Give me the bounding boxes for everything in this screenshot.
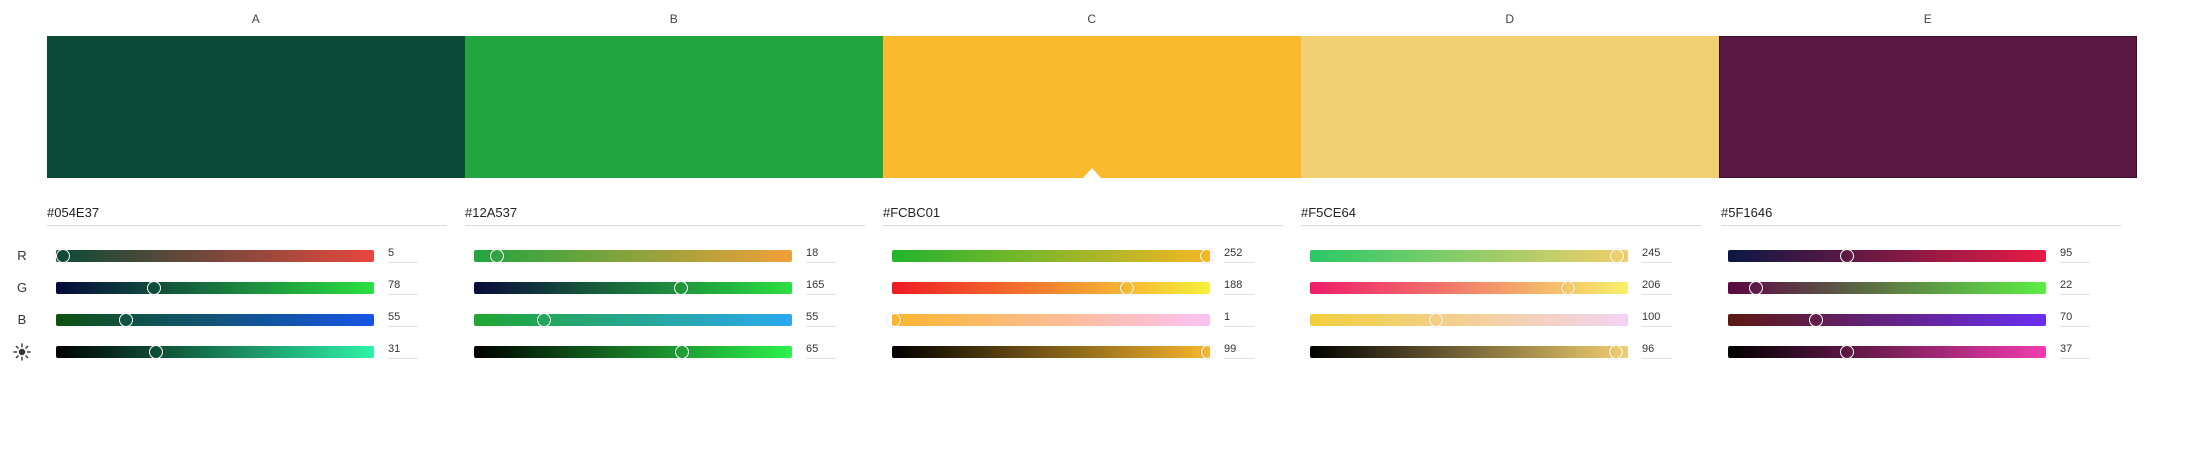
slider-g-b[interactable]: [474, 281, 792, 295]
slider-thumb[interactable]: [1200, 345, 1215, 359]
column-label-a: A: [251, 12, 261, 26]
slider-brightness-d[interactable]: [1310, 345, 1628, 359]
hex-input-a[interactable]: [47, 204, 447, 226]
slider-g-d[interactable]: [1310, 281, 1628, 295]
slider-b-a[interactable]: [56, 313, 374, 327]
slider-thumb[interactable]: [490, 249, 505, 263]
color-swatch-e[interactable]: [1719, 36, 2137, 178]
hex-input-d[interactable]: [1301, 204, 1701, 226]
slider-thumb[interactable]: [1428, 313, 1443, 327]
value-input-r-d[interactable]: [1642, 244, 1672, 263]
slider-thumb[interactable]: [148, 345, 163, 359]
value-input-brightness-d[interactable]: [1642, 340, 1672, 359]
color-swatch-a[interactable]: [47, 36, 465, 178]
value-input-b-a[interactable]: [388, 308, 418, 327]
value-input-b-d[interactable]: [1642, 308, 1672, 327]
slider-thumb[interactable]: [1120, 281, 1135, 295]
color-swatch-c[interactable]: [883, 36, 1301, 178]
channel-label-r: R: [17, 248, 27, 263]
slider-g-c[interactable]: [892, 281, 1210, 295]
slider-thumb[interactable]: [674, 345, 689, 359]
slider-brightness-b[interactable]: [474, 345, 792, 359]
slider-thumb[interactable]: [536, 313, 551, 327]
slider-thumb[interactable]: [56, 249, 71, 263]
value-input-g-d[interactable]: [1642, 276, 1672, 295]
value-input-r-b[interactable]: [806, 244, 836, 263]
slider-r-a[interactable]: [56, 249, 374, 263]
slider-b-b[interactable]: [474, 313, 792, 327]
slider-thumb[interactable]: [1560, 281, 1575, 295]
value-input-g-a[interactable]: [388, 276, 418, 295]
slider-r-b[interactable]: [474, 249, 792, 263]
slider-r-d[interactable]: [1310, 249, 1628, 263]
value-input-g-c[interactable]: [1224, 276, 1254, 295]
column-label-c: C: [1087, 12, 1097, 26]
swatch-row: [47, 36, 2137, 178]
slider-thumb[interactable]: [1609, 345, 1624, 359]
value-input-b-e[interactable]: [2060, 308, 2090, 327]
slider-thumb[interactable]: [147, 281, 162, 295]
slider-b-c[interactable]: [887, 313, 1210, 327]
column-label-e: E: [1923, 12, 1933, 26]
value-input-brightness-b[interactable]: [806, 340, 836, 359]
channel-label-b: B: [17, 312, 27, 327]
color-swatch-b[interactable]: [465, 36, 883, 178]
slider-thumb[interactable]: [1609, 249, 1624, 263]
slider-brightness-c[interactable]: [892, 345, 1215, 359]
value-input-g-e[interactable]: [2060, 276, 2090, 295]
slider-r-e[interactable]: [1728, 249, 2046, 263]
slider-thumb[interactable]: [887, 313, 902, 327]
slider-thumb[interactable]: [118, 313, 133, 327]
slider-thumb[interactable]: [1749, 281, 1764, 295]
slider-r-c[interactable]: [892, 249, 1215, 263]
slider-thumb[interactable]: [1809, 313, 1824, 327]
value-input-b-b[interactable]: [806, 308, 836, 327]
hex-input-b[interactable]: [465, 204, 865, 226]
hex-input-c[interactable]: [883, 204, 1283, 226]
slider-brightness-e[interactable]: [1728, 345, 2046, 359]
value-input-brightness-c[interactable]: [1224, 340, 1254, 359]
column-label-b: B: [669, 12, 679, 26]
color-swatch-d[interactable]: [1301, 36, 1719, 178]
slider-g-e[interactable]: [1728, 281, 2046, 295]
sun-icon: [13, 343, 31, 361]
column-label-d: D: [1505, 12, 1515, 26]
slider-g-a[interactable]: [56, 281, 374, 295]
slider-brightness-a[interactable]: [56, 345, 374, 359]
value-input-b-c[interactable]: [1224, 308, 1254, 327]
slider-b-d[interactable]: [1310, 313, 1628, 327]
slider-thumb[interactable]: [673, 281, 688, 295]
value-input-r-e[interactable]: [2060, 244, 2090, 263]
value-input-brightness-e[interactable]: [2060, 340, 2090, 359]
value-input-brightness-a[interactable]: [388, 340, 418, 359]
slider-thumb[interactable]: [1840, 249, 1855, 263]
slider-thumb[interactable]: [1839, 345, 1854, 359]
hex-input-e[interactable]: [1721, 204, 2121, 226]
selected-swatch-marker: [1083, 168, 1101, 178]
channel-label-g: G: [16, 280, 28, 295]
slider-thumb[interactable]: [1200, 249, 1215, 263]
slider-b-e[interactable]: [1728, 313, 2046, 327]
value-input-g-b[interactable]: [806, 276, 836, 295]
value-input-r-a[interactable]: [388, 244, 418, 263]
value-input-r-c[interactable]: [1224, 244, 1254, 263]
